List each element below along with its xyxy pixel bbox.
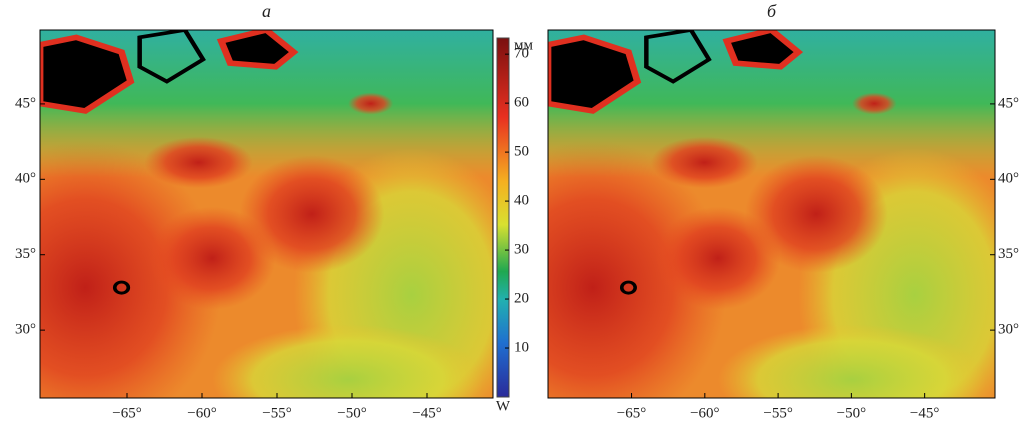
- colorbar-tick-label: 60: [514, 95, 529, 111]
- colorbar-unit: мм: [514, 37, 533, 53]
- colorbar-bottom-label: W: [496, 398, 511, 414]
- y-tick-label: 35°: [15, 246, 36, 262]
- y-tick-label: 40°: [15, 171, 36, 187]
- y-tick-label: 45°: [15, 95, 36, 111]
- x-tick-label: −65°: [617, 405, 646, 421]
- colorbar-tick-label: 40: [514, 193, 529, 209]
- colorbar-tick-label: 30: [514, 242, 529, 258]
- x-tick-label: −50°: [337, 405, 366, 421]
- colorbar-tick-label: 20: [514, 290, 529, 306]
- colorbar-tick-label: 70: [514, 46, 529, 62]
- x-tick-label: −60°: [187, 405, 216, 421]
- colorbar-tick-label: 10: [514, 339, 529, 355]
- x-tick-label: −55°: [262, 405, 291, 421]
- y-tick-label: 45°: [998, 95, 1019, 111]
- map-a: [0, 30, 529, 434]
- y-tick-label: 40°: [998, 171, 1019, 187]
- colorbar: [496, 37, 510, 398]
- panel-title: а: [262, 1, 271, 21]
- frame-a: [39, 29, 494, 399]
- map-b: [459, 30, 1029, 434]
- y-tick-label: 30°: [998, 322, 1019, 338]
- x-tick-label: −45°: [412, 405, 441, 421]
- frame-b: [547, 29, 996, 399]
- x-tick-label: −45°: [910, 405, 939, 421]
- y-tick-label: 30°: [15, 322, 36, 338]
- x-tick-label: −65°: [112, 405, 141, 421]
- x-tick-label: −55°: [763, 405, 792, 421]
- x-tick-label: −60°: [690, 405, 719, 421]
- y-tick-label: 35°: [998, 246, 1019, 262]
- colorbar-tick-label: 50: [514, 144, 529, 160]
- x-tick-label: −50°: [837, 405, 866, 421]
- panel-title: б: [767, 1, 777, 21]
